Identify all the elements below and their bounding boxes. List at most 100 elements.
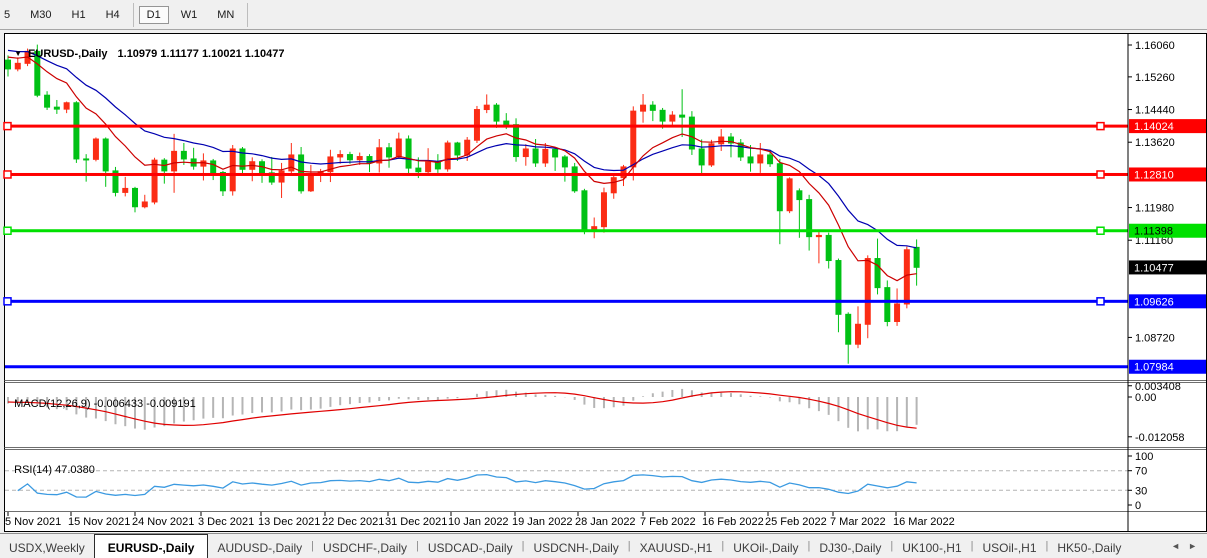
tab-usoil-h1[interactable]: USOil-,H1 [982, 541, 1037, 555]
tab-separator: | [311, 540, 315, 552]
hline-1.11398[interactable] [3, 226, 1128, 235]
ma-slow-line [7, 49, 917, 249]
tab-uk100-h1[interactable]: UK100-,H1 [902, 541, 962, 555]
axis-chip-1.11398: 1.11398 [1129, 223, 1206, 238]
tab-separator: | [521, 540, 525, 552]
tab-usdcad-daily[interactable]: USDCAD-,Daily [427, 541, 513, 555]
tab-scroll-left-icon[interactable]: ◄ [1171, 541, 1181, 551]
svg-text:0: 0 [1135, 500, 1141, 512]
tab-scroll-nav: ◄ ► [1161, 534, 1207, 558]
svg-text:1.10477: 1.10477 [1134, 262, 1174, 274]
tab-separator: | [890, 540, 894, 552]
svg-text:0.003408: 0.003408 [1135, 381, 1181, 393]
svg-text:28 Jan 2022: 28 Jan 2022 [575, 516, 636, 528]
svg-text:16 Feb 2022: 16 Feb 2022 [702, 516, 764, 528]
legend-symbol: EURUSD-,Daily [28, 48, 108, 60]
svg-text:1.14440: 1.14440 [1135, 105, 1175, 117]
price-axis: 1.16060 1.15260 1.14440 1.13620 1.11980 1.111… [1127, 33, 1185, 532]
axis-chip-1.07984: 1.07984 [1129, 359, 1206, 374]
hline-right-handle[interactable] [1096, 170, 1105, 179]
svg-text:15 Nov 2021: 15 Nov 2021 [68, 516, 130, 528]
hline-right-handle[interactable] [1096, 226, 1105, 235]
panel-separators [4, 380, 1206, 512]
svg-text:1.15260: 1.15260 [1135, 72, 1175, 84]
svg-text:1.09626: 1.09626 [1134, 296, 1174, 308]
svg-text:1.11160: 1.11160 [1135, 235, 1173, 247]
tab-separator: | [970, 540, 974, 552]
svg-text:100: 100 [1135, 451, 1153, 463]
tab-usdcnh-daily[interactable]: USDCNH-,Daily [533, 541, 619, 555]
tab-ukoil-daily[interactable]: UKOil-,Daily [733, 541, 799, 555]
svg-text:7 Feb 2022: 7 Feb 2022 [640, 516, 696, 528]
svg-text:1.11980: 1.11980 [1135, 203, 1174, 215]
axis-chip-1.09626: 1.09626 [1129, 294, 1206, 309]
ma-fast-line [7, 56, 917, 282]
current-price-chip: 1.10477 [1129, 260, 1206, 275]
svg-text:13 Dec 2021: 13 Dec 2021 [258, 516, 320, 528]
tab-eurusd-daily[interactable]: EURUSD-,Daily [93, 534, 209, 558]
svg-text:22 Dec 2021: 22 Dec 2021 [322, 516, 384, 528]
macd-signal-line [7, 391, 917, 429]
tab-separator: | [721, 540, 725, 552]
svg-text:70: 70 [1135, 466, 1147, 478]
svg-text:1.11398: 1.11398 [1134, 226, 1173, 238]
tab-audusd-daily[interactable]: AUDUSD-,Daily [217, 541, 303, 555]
svg-text:1.07984: 1.07984 [1134, 362, 1174, 374]
chart-dropdown-icon[interactable]: ▼ [14, 49, 23, 58]
tf-button-m30[interactable]: M30 [30, 8, 52, 21]
tf-button-h1[interactable]: H1 [71, 8, 86, 21]
svg-text:-0.012058: -0.012058 [1135, 432, 1185, 444]
axis-chip-1.14024: 1.14024 [1129, 119, 1206, 134]
toolbar-separator [247, 2, 249, 27]
hline-1.12810[interactable] [3, 170, 1128, 179]
chart-tabbar: USDX,Weekly EURUSD-,Daily AUDUSD-,Daily | US… [0, 533, 1207, 558]
tf-button-h4[interactable]: H4 [105, 8, 120, 21]
svg-text:1.13620: 1.13620 [1135, 137, 1175, 149]
svg-text:7 Mar 2022: 7 Mar 2022 [830, 516, 886, 528]
svg-text:31 Dec 2021: 31 Dec 2021 [385, 516, 447, 528]
rsi-label: RSI(14) 47.0380 [8, 452, 95, 476]
tf-button-mn[interactable]: MN [217, 8, 235, 21]
tf-button-5[interactable]: 5 [4, 8, 11, 21]
tab-separator: | [1045, 540, 1049, 552]
tab-scroll-right-icon[interactable]: ► [1188, 541, 1197, 551]
tab-separator: | [807, 540, 811, 552]
legend-ohlc: 1.10979 1.11177 1.10021 1.10477 [117, 48, 285, 60]
rsi-value: 47.0380 [55, 464, 95, 476]
svg-text:16 Mar 2022: 16 Mar 2022 [893, 516, 955, 528]
tab-xauusd-h1[interactable]: XAUUSD-,H1 [639, 541, 713, 555]
tab-dj30-daily[interactable]: DJ30-,Daily [819, 541, 882, 555]
svg-text:1.16060: 1.16060 [1135, 40, 1175, 52]
tf-button-w1[interactable]: W1 [180, 8, 198, 21]
svg-text:3 Dec 2021: 3 Dec 2021 [198, 516, 254, 528]
svg-text:5 Nov 2021: 5 Nov 2021 [5, 516, 61, 528]
hline-left-handle[interactable] [3, 226, 12, 235]
tab-usdx-weekly[interactable]: USDX,Weekly [9, 541, 85, 555]
tab-separator: | [627, 540, 631, 552]
tf-button-d1[interactable]: D1 [138, 5, 169, 24]
svg-text:10 Jan 2022: 10 Jan 2022 [448, 516, 509, 528]
hline-1.07984[interactable] [5, 365, 1128, 369]
svg-text:1.12810: 1.12810 [1134, 169, 1174, 181]
svg-text:0.00: 0.00 [1135, 392, 1156, 404]
svg-text:19 Jan 2022: 19 Jan 2022 [512, 516, 573, 528]
timeframe-toolbar: 5 M30 H1 H4 D1 W1 MN [0, 0, 1207, 30]
macd-name: MACD(12,26,9) [14, 398, 91, 410]
hline-left-handle[interactable] [3, 121, 12, 131]
hline-right-handle[interactable] [1096, 121, 1105, 131]
svg-text:24 Nov 2021: 24 Nov 2021 [132, 516, 194, 528]
hline-left-handle[interactable] [3, 170, 12, 179]
hline-right-handle[interactable] [1096, 297, 1105, 306]
macd-histogram [7, 388, 918, 432]
date-axis: 5 Nov 2021 15 Nov 2021 24 Nov 2021 3 Dec 20… [5, 512, 955, 528]
toolbar-separator [132, 2, 134, 27]
rsi-name: RSI(14) [14, 464, 53, 476]
hline-1.14024[interactable] [3, 121, 1128, 131]
hline-1.09626[interactable] [3, 297, 1128, 306]
svg-text:25 Feb 2022: 25 Feb 2022 [765, 516, 827, 528]
svg-text:1.08720: 1.08720 [1135, 332, 1175, 344]
hline-left-handle[interactable] [3, 297, 12, 306]
tab-hk50-daily[interactable]: HK50-,Daily [1057, 541, 1122, 555]
tab-usdchf-daily[interactable]: USDCHF-,Daily [323, 541, 408, 555]
